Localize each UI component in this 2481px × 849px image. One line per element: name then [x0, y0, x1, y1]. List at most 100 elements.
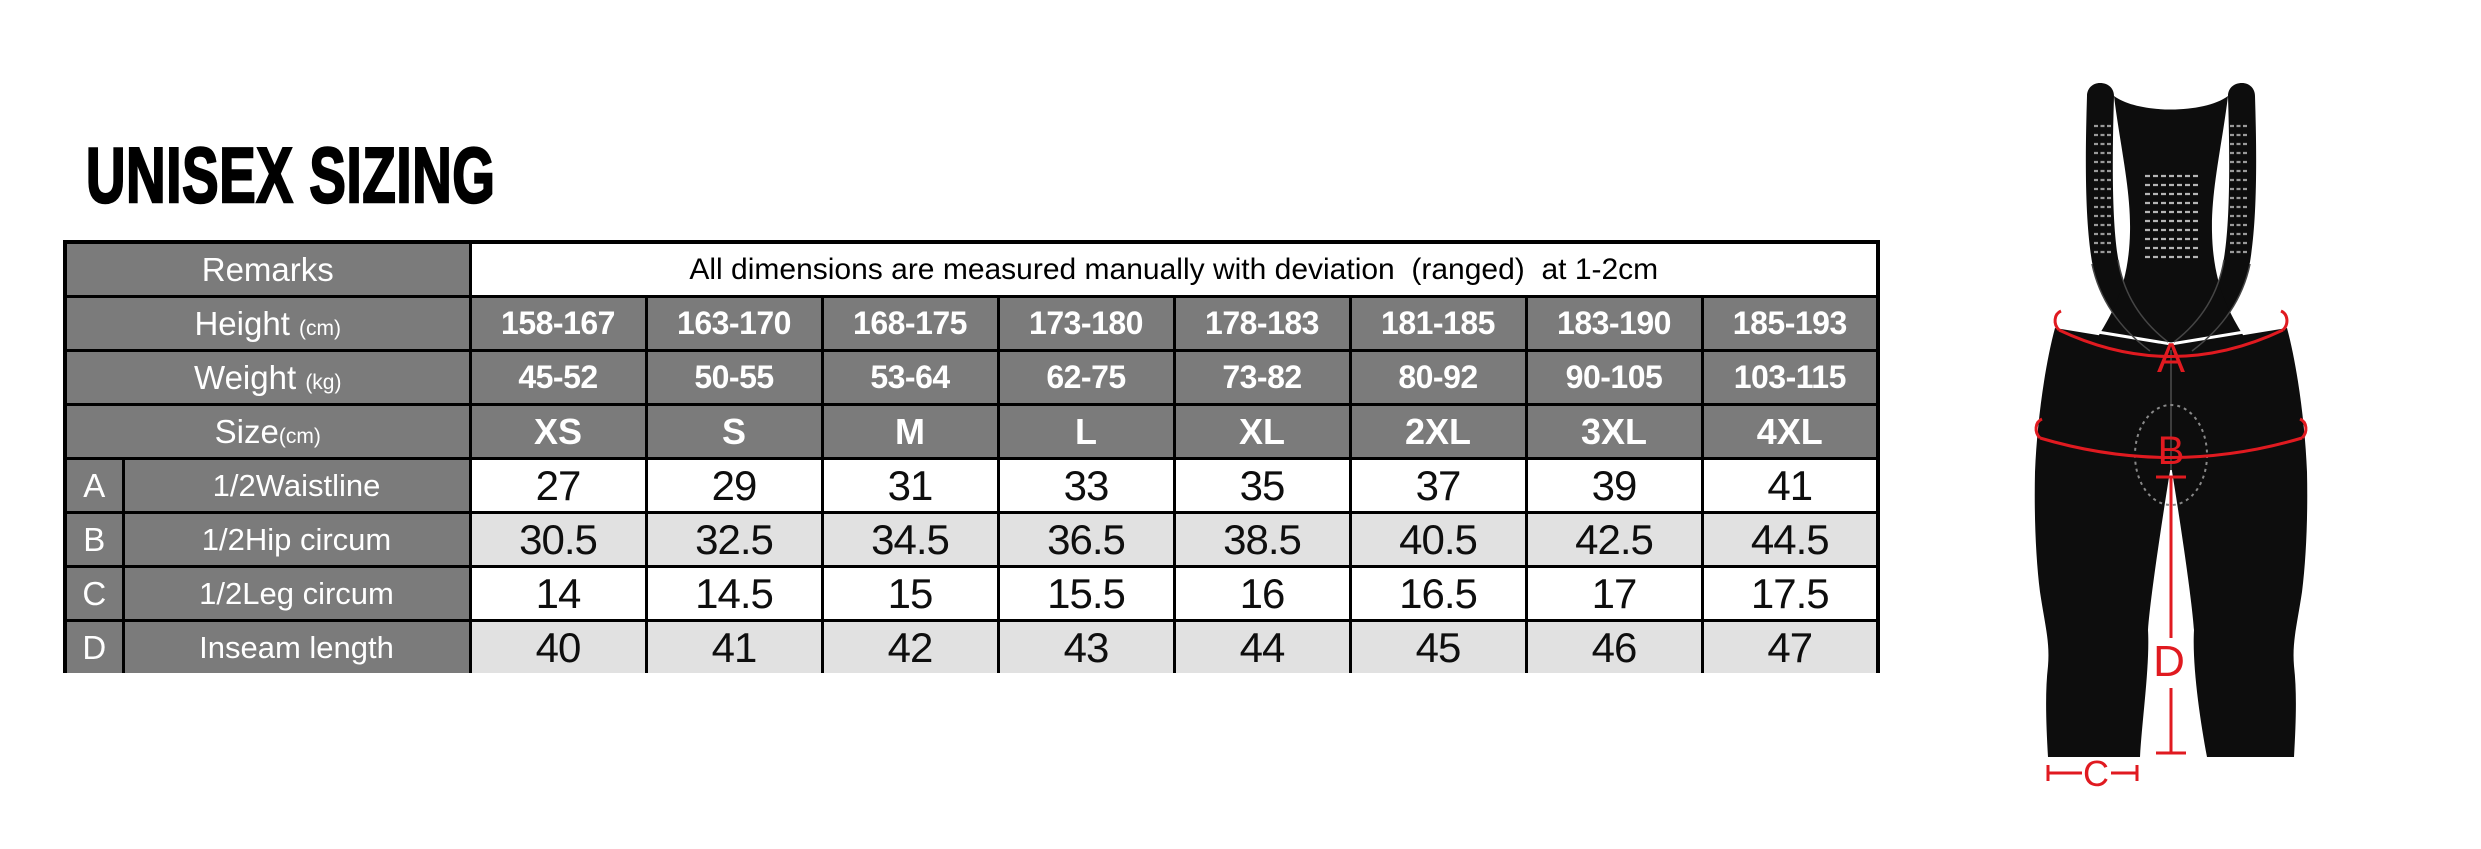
- row-letter-a: A: [63, 457, 125, 514]
- remarks-row: Remarks All dimensions are measured manu…: [63, 240, 1880, 298]
- row-letter-d: D: [63, 619, 125, 673]
- waistline-value-cell: 31: [820, 457, 1000, 514]
- waistline-value-cell: 29: [644, 457, 824, 514]
- hip-label-cell: 1/2Hip circum: [121, 511, 472, 568]
- weight-label-cell: Weight (kg): [63, 349, 472, 406]
- weight-value-cell: 90-105: [1524, 349, 1704, 406]
- bib-knicker-diagram: A B D C: [2034, 83, 2308, 794]
- hip-measure-label: B: [2158, 429, 2185, 473]
- size-value-cell: 3XL: [1524, 403, 1704, 460]
- hip-value-cell: 30.5: [468, 511, 648, 568]
- waistline-value-cell: 33: [996, 457, 1176, 514]
- weight-value-cell: 103-115: [1700, 349, 1880, 406]
- weight-unit: (kg): [305, 370, 342, 394]
- weight-value-cell: 73-82: [1172, 349, 1352, 406]
- height-value-cell: 181-185: [1348, 295, 1528, 352]
- right-strap-texture: [2230, 124, 2248, 254]
- size-value-cell: L: [996, 403, 1176, 460]
- height-value-cell: 185-193: [1700, 295, 1880, 352]
- hip-value-cell: 44.5: [1700, 511, 1880, 568]
- remarks-text-cell: All dimensions are measured manually wit…: [468, 240, 1880, 298]
- back-panel: [2099, 96, 2243, 370]
- size-unit: (cm): [278, 424, 321, 448]
- leg-value-cell: 16: [1172, 565, 1352, 622]
- size-value-cell: S: [644, 403, 824, 460]
- weight-value-cell: 53-64: [820, 349, 1000, 406]
- hip-row: B 1/2Hip circum 30.5 32.5 34.5 36.5 38.5…: [63, 511, 1880, 568]
- weight-value-cell: 45-52: [468, 349, 648, 406]
- weight-label: Weight: [194, 358, 297, 396]
- row-letter-c: C: [63, 565, 125, 622]
- size-value-cell: XS: [468, 403, 648, 460]
- height-row: Height (cm) 158-167 163-170 168-175 173-…: [63, 295, 1880, 352]
- hip-arc: [2039, 436, 2303, 459]
- waistline-value-cell: 27: [468, 457, 648, 514]
- size-value-cell: 4XL: [1700, 403, 1880, 460]
- waist-arc: [2058, 328, 2284, 358]
- measure-lines: [2034, 309, 2308, 781]
- hip-value-cell: 40.5: [1348, 511, 1528, 568]
- weight-value-cell: 80-92: [1348, 349, 1528, 406]
- inseam-value-cell: 41: [644, 619, 824, 673]
- inseam-row: D Inseam length 40 41 42 43 44 45 46 47: [63, 619, 1880, 673]
- weight-value-cell: 62-75: [996, 349, 1176, 406]
- leg-row: C 1/2Leg circum 14 14.5 15 15.5 16 16.5 …: [63, 565, 1880, 622]
- inseam-value-cell: 47: [1700, 619, 1880, 673]
- size-label-cell: Size(cm): [63, 403, 472, 460]
- waistline-value-cell: 39: [1524, 457, 1704, 514]
- inseam-label-cell: Inseam length: [121, 619, 472, 673]
- hip-value-cell: 34.5: [820, 511, 1000, 568]
- hip-value-cell: 42.5: [1524, 511, 1704, 568]
- height-value-cell: 183-190: [1524, 295, 1704, 352]
- inseam-value-cell: 46: [1524, 619, 1704, 673]
- page-title: UNISEX SIZING: [85, 131, 496, 219]
- row-letter-b: B: [63, 511, 125, 568]
- leg-value-cell: 17.5: [1700, 565, 1880, 622]
- remarks-label-cell: Remarks: [63, 240, 472, 298]
- inseam-value-cell: 40: [468, 619, 648, 673]
- waistline-label-cell: 1/2Waistline: [121, 457, 472, 514]
- height-unit: (cm): [299, 316, 342, 340]
- size-value-cell: M: [820, 403, 1000, 460]
- waistline-value-cell: 35: [1172, 457, 1352, 514]
- inseam-value-cell: 45: [1348, 619, 1528, 673]
- hip-arc-left-curl: [2034, 417, 2043, 440]
- waistline-value-cell: 37: [1348, 457, 1528, 514]
- leg-value-cell: 15: [820, 565, 1000, 622]
- leg-value-cell: 16.5: [1348, 565, 1528, 622]
- height-value-cell: 168-175: [820, 295, 1000, 352]
- inseam-value-cell: 43: [996, 619, 1176, 673]
- sizing-table: Remarks All dimensions are measured manu…: [63, 240, 1881, 673]
- leg-value-cell: 14: [468, 565, 648, 622]
- leg-measure-label: C: [2083, 753, 2109, 794]
- inseam-measure-label: D: [2153, 637, 2185, 686]
- weight-value-cell: 50-55: [644, 349, 824, 406]
- hip-value-cell: 36.5: [996, 511, 1176, 568]
- inseam-value-cell: 42: [820, 619, 1000, 673]
- size-row: Size(cm) XS S M L XL 2XL 3XL 4XL: [63, 403, 1880, 460]
- size-value-cell: XL: [1172, 403, 1352, 460]
- leg-value-cell: 14.5: [644, 565, 824, 622]
- size-value-cell: 2XL: [1348, 403, 1528, 460]
- hip-arc-right-curl: [2299, 417, 2308, 440]
- waist-measure-label: A: [2157, 334, 2185, 381]
- left-strap: [2085, 83, 2166, 349]
- left-strap-texture: [2094, 124, 2112, 254]
- height-label: Height: [194, 304, 290, 342]
- size-label: Size: [214, 412, 279, 450]
- back-panel-texture: [2145, 174, 2198, 259]
- inseam-value-cell: 44: [1172, 619, 1352, 673]
- waistband-gap: [2054, 323, 2288, 346]
- waist-arc-left-curl: [2053, 309, 2062, 332]
- hip-value-cell: 38.5: [1172, 511, 1352, 568]
- waistline-value-cell: 41: [1700, 457, 1880, 514]
- hip-value-cell: 32.5: [644, 511, 824, 568]
- leg-value-cell: 15.5: [996, 565, 1176, 622]
- weight-row: Weight (kg) 45-52 50-55 53-64 62-75 73-8…: [63, 349, 1880, 406]
- height-value-cell: 173-180: [996, 295, 1176, 352]
- height-value-cell: 163-170: [644, 295, 824, 352]
- right-strap: [2176, 83, 2257, 349]
- leg-value-cell: 17: [1524, 565, 1704, 622]
- waistline-row: A 1/2Waistline 27 29 31 33 35 37 39 41: [63, 457, 1880, 514]
